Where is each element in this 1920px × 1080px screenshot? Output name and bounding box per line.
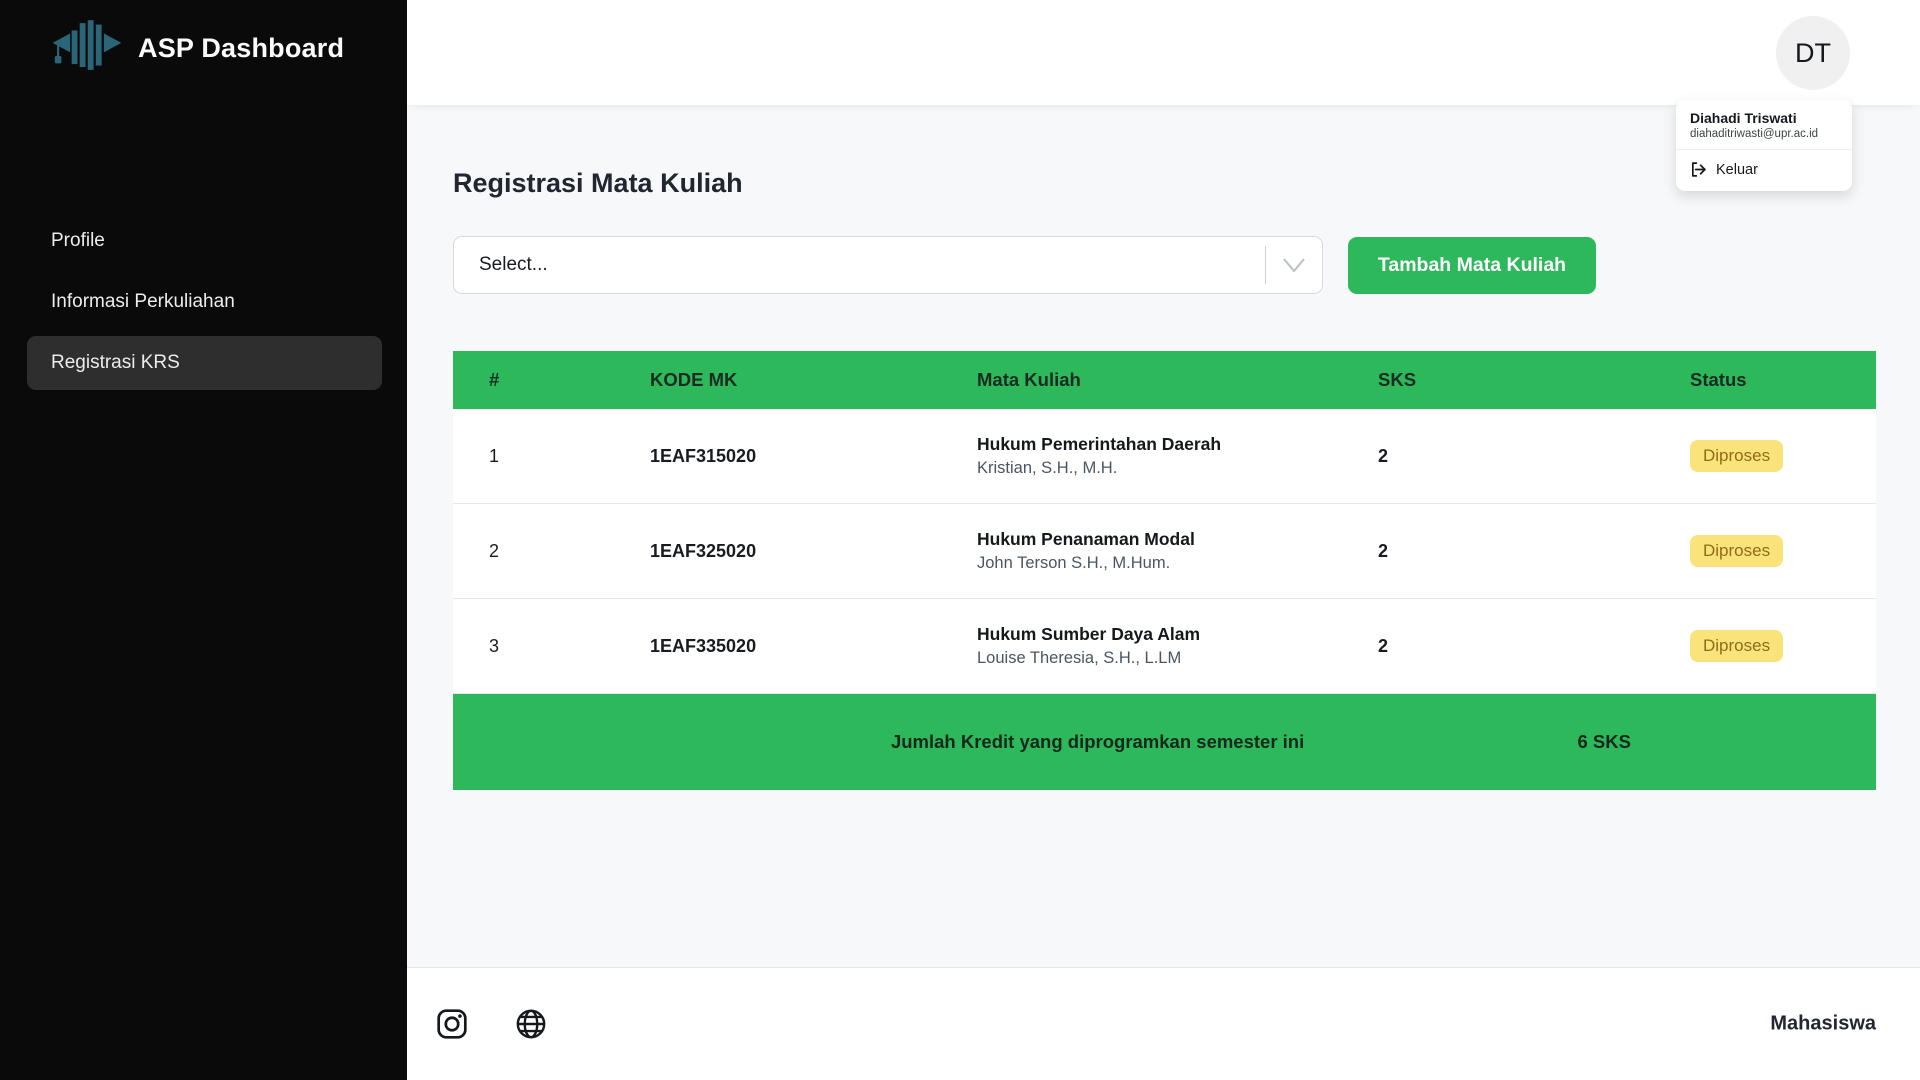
sidebar-item-registrasi-krs[interactable]: Registrasi KRS <box>27 336 382 390</box>
row-sks: 2 <box>1378 635 1389 656</box>
row-course-title: Hukum Pemerintahan Daerah <box>977 434 1222 454</box>
row-kode-mk: 1EAF335020 <box>650 635 757 656</box>
row-kode-mk: 1EAF325020 <box>650 540 757 561</box>
user-menu-email: diahaditriwasti@upr.ac.id <box>1690 128 1819 140</box>
sidebar-item-informasi-perkuliahan[interactable]: Informasi Perkuliahan <box>51 291 235 312</box>
col-header-no: # <box>489 369 500 390</box>
sidebar: ASP Dashboard Profile Informasi Perkulia… <box>0 0 407 1080</box>
main-area: DT Diahadi Triswati diahaditriwasti@upr.… <box>407 0 1920 1080</box>
row-sks: 2 <box>1378 445 1389 466</box>
course-select[interactable]: Select... <box>453 236 1323 294</box>
col-header-status: Status <box>1690 369 1747 390</box>
sidebar-item-profile[interactable]: Profile <box>51 230 105 251</box>
total-credits-value: 6 SKS <box>1577 731 1631 752</box>
page-footer: Mahasiswa <box>407 967 1920 1080</box>
row-course-title: Hukum Penanaman Modal <box>977 529 1195 549</box>
status-badge: Diproses <box>1690 630 1784 662</box>
row-sks: 2 <box>1378 540 1389 561</box>
total-credits-label: Jumlah Kredit yang diprogramkan semester… <box>890 731 1305 752</box>
row-kode-mk: 1EAF315020 <box>650 445 757 466</box>
topbar: DT <box>407 0 1920 105</box>
table-header-row: # KODE MK Mata Kuliah SKS Status <box>453 351 1876 409</box>
chevron-down-icon[interactable] <box>1266 257 1322 273</box>
logout-button[interactable]: Keluar <box>1676 150 1852 191</box>
globe-icon[interactable] <box>514 1007 548 1041</box>
table-row: 3 1EAF335020 Hukum Sumber Daya Alam Loui… <box>453 599 1876 694</box>
status-badge: Diproses <box>1690 440 1784 472</box>
brand-logo-icon <box>52 20 122 70</box>
table-row: 2 1EAF325020 Hukum Penanaman Modal John … <box>453 504 1876 599</box>
avatar[interactable]: DT <box>1776 16 1850 90</box>
table-footer-row: Jumlah Kredit yang diprogramkan semester… <box>453 694 1876 790</box>
row-number: 3 <box>489 635 500 656</box>
status-badge: Diproses <box>1690 535 1784 567</box>
brand: ASP Dashboard <box>0 0 407 78</box>
row-number: 2 <box>489 540 500 561</box>
table-row: 1 1EAF315020 Hukum Pemerintahan Daerah K… <box>453 409 1876 504</box>
row-lecturer: Kristian, S.H., M.H. <box>977 459 1118 477</box>
col-header-kode-mk: KODE MK <box>650 369 738 390</box>
select-divider <box>1265 246 1266 284</box>
user-menu-divider <box>1676 149 1852 150</box>
instagram-icon[interactable] <box>435 1007 469 1041</box>
sidebar-nav: Profile Informasi Perkuliahan Registrasi… <box>0 214 407 390</box>
row-lecturer: Louise Theresia, S.H., L.LM <box>977 649 1182 667</box>
row-lecturer: John Terson S.H., M.Hum. <box>977 554 1171 572</box>
role-label: Mahasiswa <box>1770 1012 1876 1035</box>
brand-title: ASP Dashboard <box>138 32 345 63</box>
krs-table: # KODE MK Mata Kuliah SKS Status 1 1EAF3… <box>453 351 1876 790</box>
user-menu-name: Diahadi Triswati <box>1690 110 1797 126</box>
col-header-mata-kuliah: Mata Kuliah <box>977 369 1081 390</box>
course-select-placeholder: Select... <box>479 254 548 275</box>
user-menu: Diahadi Triswati diahaditriwasti@upr.ac.… <box>1676 100 1852 191</box>
row-number: 1 <box>489 445 500 466</box>
add-course-button[interactable]: Tambah Mata Kuliah <box>1348 237 1596 294</box>
page-title: Registrasi Mata Kuliah <box>453 168 743 198</box>
logout-icon <box>1691 162 1706 177</box>
row-course-title: Hukum Sumber Daya Alam <box>977 624 1201 644</box>
col-header-sks: SKS <box>1378 369 1417 390</box>
logout-label: Keluar <box>1716 161 1758 178</box>
